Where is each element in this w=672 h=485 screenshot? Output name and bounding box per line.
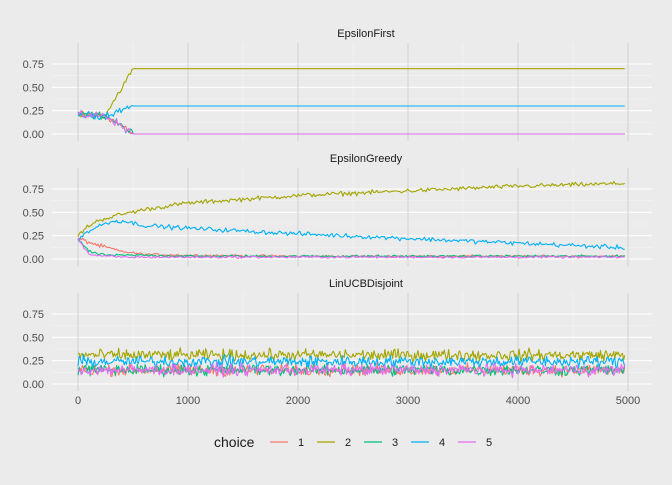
y-tick-label: 0.25 [23, 231, 44, 243]
x-tick-label: 1000 [176, 395, 200, 407]
panel-background [52, 43, 652, 141]
x-tick-label: 4000 [506, 395, 530, 407]
panel-title: EpsilonGreedy [330, 153, 403, 165]
series-line-4 [77, 353, 626, 369]
legend-label-5: 5 [486, 437, 492, 449]
x-tick-label: 2000 [286, 395, 310, 407]
y-tick-label: 0.75 [23, 59, 44, 71]
y-tick-label: 0.50 [23, 82, 44, 94]
y-tick-label: 0.75 [23, 184, 44, 196]
series-line-4 [77, 105, 625, 121]
y-tick-label: 0.50 [23, 207, 44, 219]
y-tick-label: 0.00 [23, 254, 44, 266]
y-tick-label: 0.25 [23, 106, 44, 118]
series-line-5 [77, 361, 626, 379]
series-line-2 [77, 180, 625, 237]
legend-title: choice [214, 434, 255, 450]
series-line-3 [77, 238, 625, 259]
y-tick-label: 0.00 [23, 129, 44, 141]
y-tick-label: 0.25 [23, 356, 44, 368]
panel-title: LinUCBDisjoint [329, 278, 403, 290]
series-line-4 [77, 219, 625, 250]
x-tick-label: 5000 [616, 395, 640, 407]
series-line-5 [77, 109, 625, 135]
series-line-2 [77, 68, 625, 120]
series-line-5 [77, 237, 625, 260]
legend-label-3: 3 [392, 437, 398, 449]
legend-label-2: 2 [345, 437, 351, 449]
legend-label-4: 4 [439, 437, 445, 449]
x-tick-label: 0 [75, 395, 81, 407]
series-line-2 [77, 347, 626, 363]
y-tick-label: 0.50 [23, 332, 44, 344]
legend-label-1: 1 [298, 437, 304, 449]
y-tick-label: 0.00 [23, 379, 44, 391]
panel-background [52, 168, 652, 266]
y-tick-label: 0.75 [23, 309, 44, 321]
panel-title: EpsilonFirst [337, 28, 394, 40]
x-tick-label: 3000 [396, 395, 420, 407]
